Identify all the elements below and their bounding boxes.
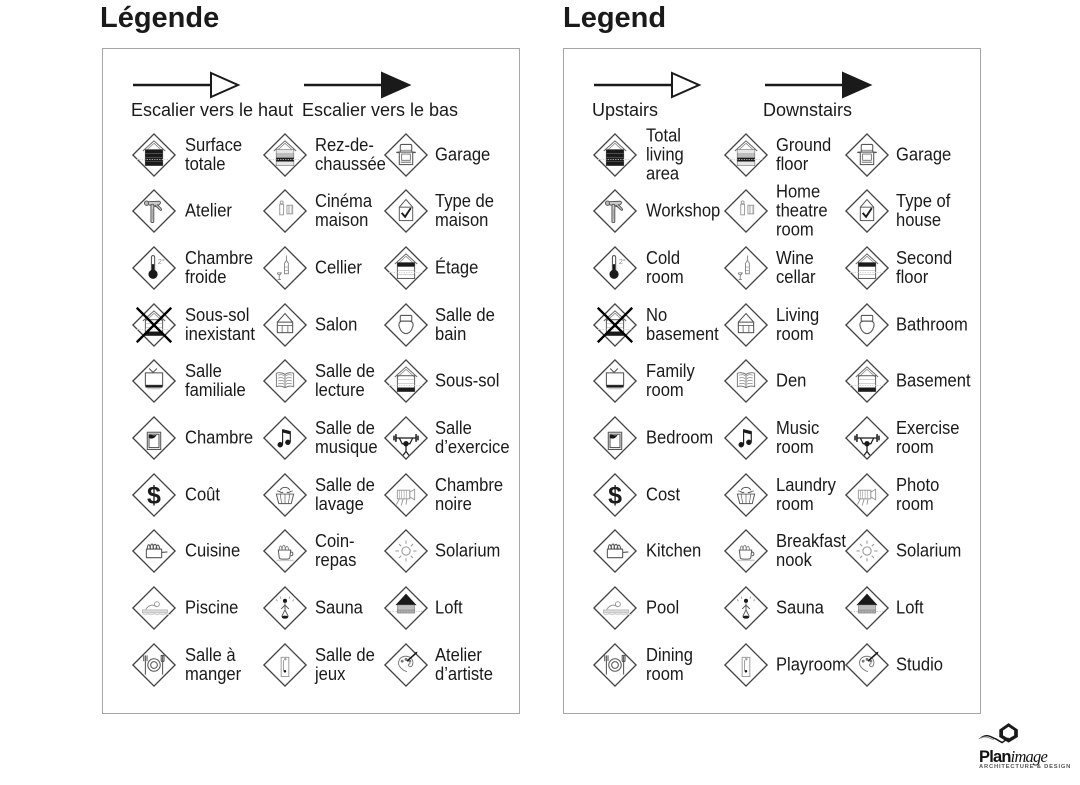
svg-text:2°: 2° xyxy=(158,258,165,266)
svg-text:2°: 2° xyxy=(619,258,626,266)
svg-text:$: $ xyxy=(608,481,622,509)
svg-text:$: $ xyxy=(147,481,161,509)
